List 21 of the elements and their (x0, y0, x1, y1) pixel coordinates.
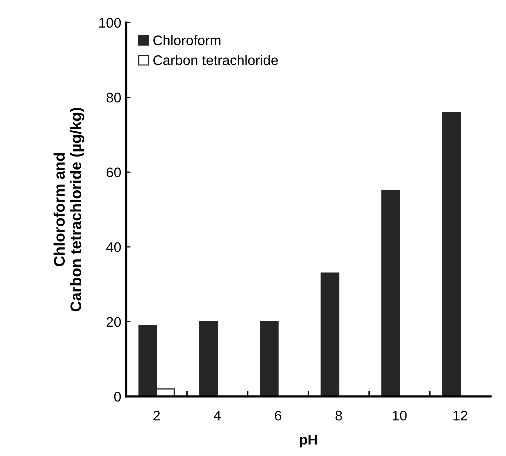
legend-label: Chloroform (154, 35, 221, 46)
y-tick-label: 60 (106, 168, 122, 178)
x-tick-label: 2 (154, 410, 160, 421)
bar (199, 321, 218, 397)
y-tick-label: 20 (106, 317, 122, 328)
bar (320, 272, 340, 397)
y-axis-title: Chloroform and Carbon tetrachloride (µg/kg) (54, 108, 85, 312)
x-tick-label: 8 (336, 410, 342, 421)
y-tick-label: 0 (114, 392, 122, 402)
x-tick-label: 10 (393, 410, 407, 421)
bar (442, 112, 462, 397)
bar (382, 190, 400, 397)
y-tick-label: 80 (106, 92, 122, 103)
bar (260, 321, 279, 397)
legend-label: Carbon tetrachloride (154, 55, 278, 66)
x-tick-label: 12 (454, 410, 468, 421)
x-axis-title: pH (300, 435, 317, 448)
x-tick-label: 4 (214, 411, 222, 421)
x-tick-label: 6 (275, 410, 282, 421)
y-tick-label: 40 (106, 242, 122, 252)
y-tick-label: 100 (100, 18, 122, 28)
